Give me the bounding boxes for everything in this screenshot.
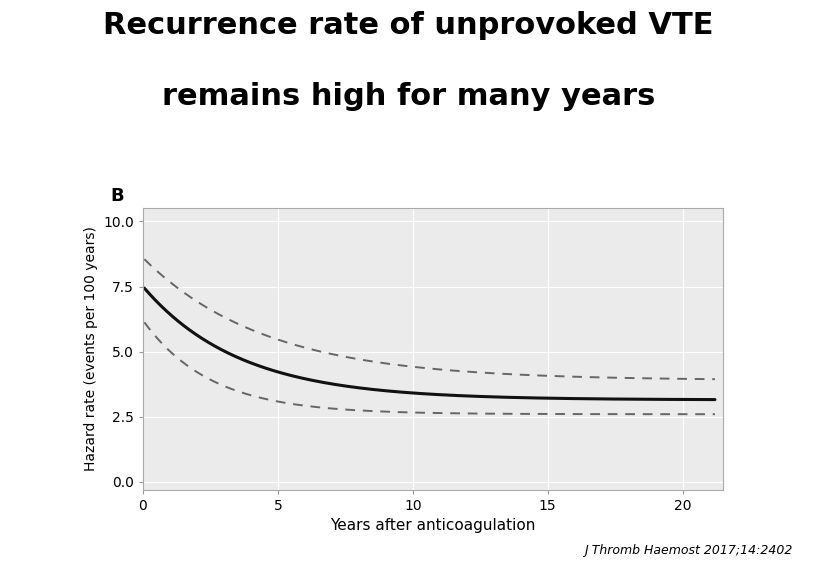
Text: B: B — [110, 187, 124, 205]
X-axis label: Years after anticoagulation: Years after anticoagulation — [330, 519, 536, 533]
Text: remains high for many years: remains high for many years — [162, 82, 655, 111]
Y-axis label: Hazard rate (events per 100 years): Hazard rate (events per 100 years) — [83, 227, 98, 471]
Text: Recurrence rate of unprovoked VTE: Recurrence rate of unprovoked VTE — [103, 11, 714, 41]
Text: J Thromb Haemost 2017;14:2402: J Thromb Haemost 2017;14:2402 — [584, 544, 792, 557]
